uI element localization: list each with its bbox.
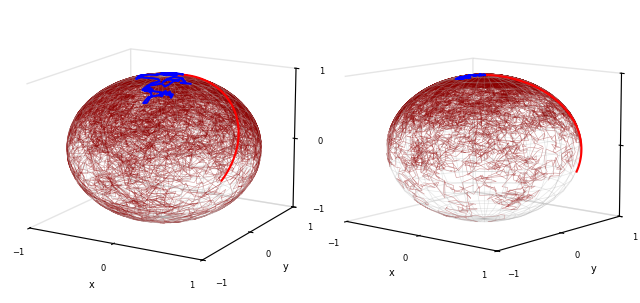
Y-axis label: y: y — [591, 264, 596, 274]
Y-axis label: y: y — [283, 262, 289, 272]
X-axis label: x: x — [89, 280, 95, 290]
X-axis label: x: x — [388, 268, 394, 278]
